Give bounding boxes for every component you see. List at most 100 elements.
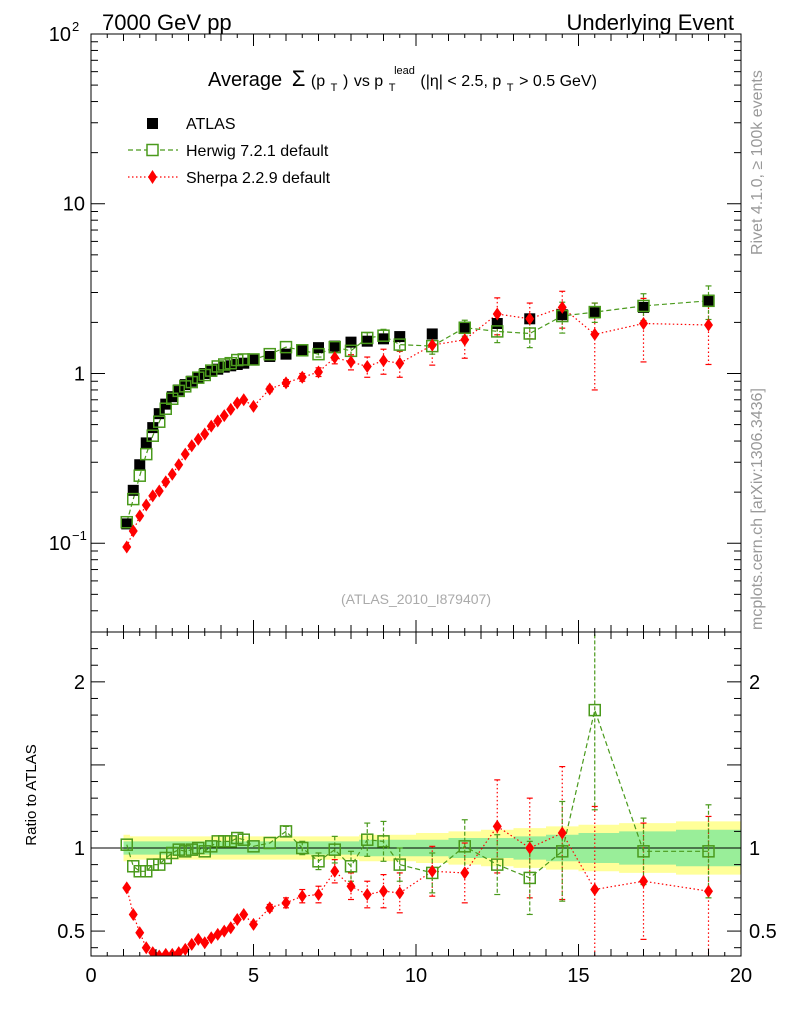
x-tick-label: 5 [248, 965, 259, 987]
herwig-line [126, 300, 709, 523]
plot-title: Average Σ (p T ) vs p T lead (|η| < 2.5,… [208, 57, 597, 96]
ratio-herwig-point [185, 843, 198, 856]
ratio-herwig-point [458, 840, 471, 853]
atlas-point [361, 335, 373, 347]
sherpa-point [704, 318, 713, 332]
title-sigma: Σ [292, 66, 306, 91]
ratio-herwig-point [588, 703, 601, 717]
ratio-herwig-point [146, 858, 159, 871]
herwig-point [153, 415, 166, 428]
atlas-point [192, 371, 204, 383]
legend-sherpa-label: Sherpa 2.2.9 default [186, 170, 331, 187]
atlas-point [426, 328, 438, 340]
atlas-point [173, 384, 185, 396]
ratio-sherpa-point [135, 926, 145, 940]
herwig-point [127, 492, 140, 506]
sherpa-point [128, 524, 138, 538]
ratio-herwig-point [192, 841, 205, 855]
herwig-point [588, 305, 601, 319]
rivet-label: Rivet 4.1.0, ≥ 100k events [749, 70, 766, 255]
legend-herwig-marker [146, 143, 159, 157]
y-tick-label-lower: 1 [74, 838, 85, 860]
atlas-point [556, 309, 568, 321]
sherpa-point [122, 540, 132, 554]
atlas-point [205, 365, 217, 377]
sherpa-point [180, 447, 190, 461]
ratio-sherpa-point [590, 883, 600, 897]
herwig-point [133, 469, 146, 482]
sherpa-point [226, 402, 236, 416]
x-tick-label: 0 [85, 965, 96, 987]
y-tick-label-lower: 2 [74, 672, 85, 694]
ratio-herwig-point [172, 843, 185, 856]
herwig-point [140, 447, 153, 461]
ratio-sherpa-point [180, 942, 190, 956]
sherpa-point [281, 376, 291, 390]
ratio-sherpa-point [141, 941, 151, 955]
atlas-point [140, 437, 152, 449]
sherpa-point [557, 300, 567, 314]
sherpa-point [460, 333, 470, 347]
atlas-point [225, 360, 237, 372]
ratio-herwig-point [247, 840, 260, 853]
ratio-herwig-point [312, 855, 325, 868]
atlas-point [394, 331, 406, 343]
sherpa-point [314, 365, 323, 379]
atlas-point [638, 301, 649, 313]
sherpa-point [330, 351, 340, 365]
atlas-point [264, 350, 276, 362]
atlas-point [459, 323, 471, 335]
legend-atlas-marker [147, 118, 158, 129]
ratio-herwig-point [218, 835, 231, 848]
x-tick-label: 10 [405, 965, 427, 987]
legend-herwig-label: Herwig 7.2.1 default [186, 143, 329, 160]
ratio-herwig-point [556, 845, 569, 858]
title-pre: Average [208, 69, 282, 91]
sherpa-point [200, 427, 210, 441]
sherpa-point [492, 307, 502, 321]
lower-panel [91, 632, 741, 956]
atlas-point [199, 367, 211, 379]
title-pt-open: (p [311, 73, 325, 90]
ratio-sherpa-point [167, 947, 177, 956]
ratio-sherpa-point [148, 946, 158, 956]
x-tick-label: 15 [567, 965, 589, 987]
herwig-point [166, 392, 179, 405]
sherpa-point [265, 382, 275, 396]
herwig-point [205, 364, 218, 377]
ratio-sherpa-point [460, 866, 470, 880]
sherpa-point [379, 354, 388, 368]
ratio-sherpa-point [330, 864, 340, 878]
atlas-point [179, 379, 191, 391]
ratio-herwig-point [153, 858, 166, 871]
atlas-point [186, 375, 198, 387]
y-tick-label-upper-exp: 2 [72, 19, 79, 34]
herwig-point [172, 384, 185, 398]
sherpa-point [206, 419, 216, 433]
title-cut-sub: T [507, 82, 514, 94]
sherpa-point [395, 356, 405, 370]
herwig-point [218, 358, 231, 371]
ratio-sherpa-point [346, 879, 356, 893]
title-vs: vs p [354, 73, 383, 90]
atlas-point [147, 422, 159, 434]
sherpa-point [219, 409, 229, 423]
y-tick-label-lower: 0.5 [57, 921, 85, 943]
title-lead-sub: T [389, 82, 396, 94]
atlas-point [218, 361, 230, 373]
ratio-herwig-point [237, 833, 250, 846]
ratio-sherpa-point [525, 841, 535, 855]
atlas-point [127, 484, 139, 496]
mcplots-label: mcplots.cern.ch [arXiv:1306.3436] [749, 388, 766, 630]
herwig-point [296, 344, 309, 357]
ratio-sherpa-point [200, 936, 210, 950]
atlas-point [589, 307, 601, 319]
ratio-sherpa-point [174, 946, 184, 956]
herwig-point [211, 360, 224, 373]
ratio-herwig-point [166, 846, 179, 860]
sherpa-point [346, 355, 356, 369]
ratio-sherpa-point [281, 896, 291, 910]
y-tick-label-upper-exp: −1 [72, 528, 87, 543]
atlas-point [378, 333, 389, 345]
